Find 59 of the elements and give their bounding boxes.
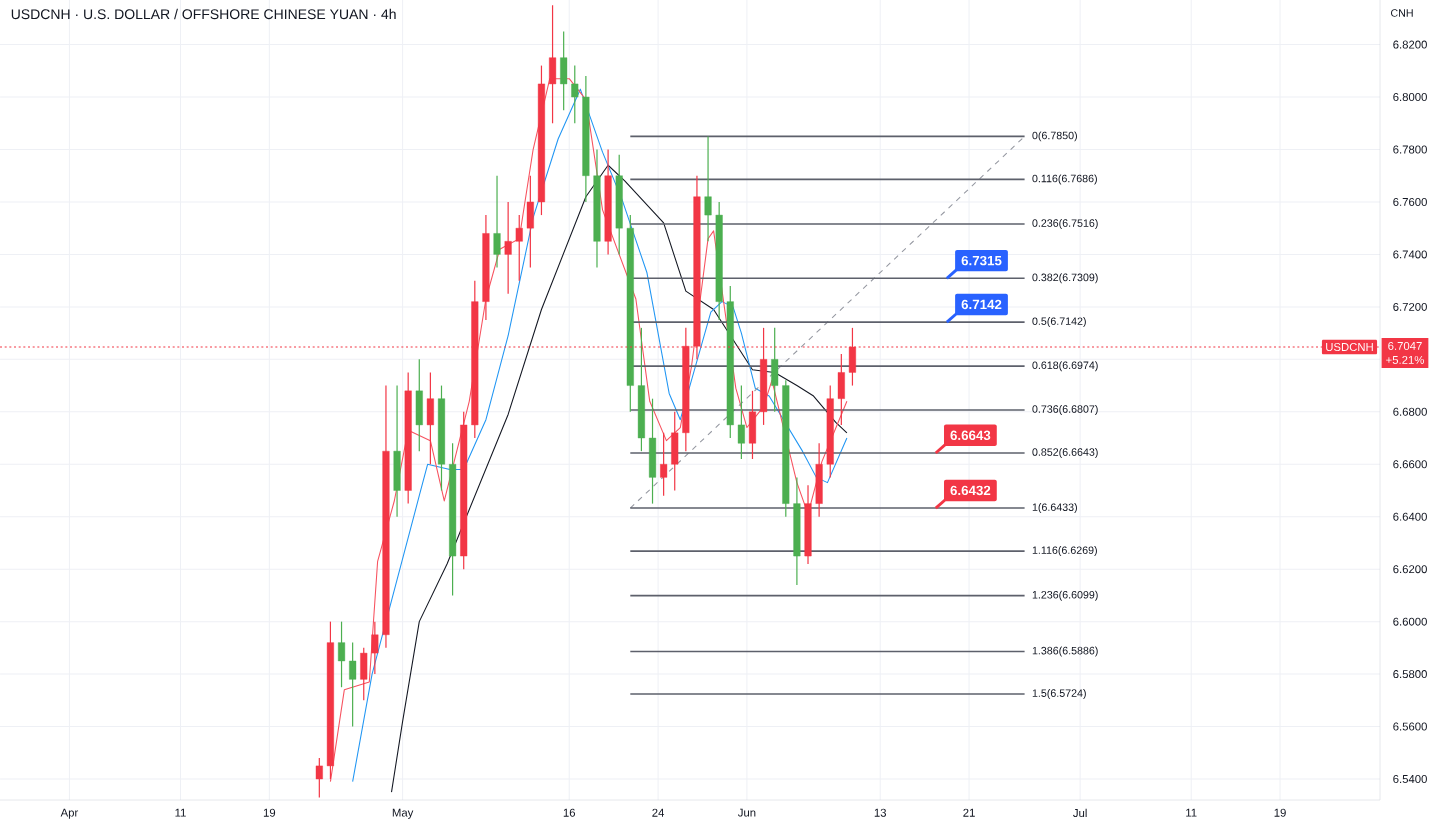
y-tick-label: 6.5800 bbox=[1393, 670, 1427, 679]
x-tick-label: 13 bbox=[874, 808, 887, 817]
series-label: 0.5(6.7142) bbox=[1032, 317, 1086, 328]
text: +5.21% bbox=[1386, 355, 1424, 364]
candlestick bbox=[737, 384, 745, 460]
series-label: 0(6.7850) bbox=[1032, 131, 1077, 142]
x-tick-label: 11 bbox=[175, 808, 186, 817]
candlestick bbox=[660, 432, 668, 497]
annotation: 6.7315 bbox=[961, 255, 1002, 266]
candlestick bbox=[338, 621, 346, 688]
x-tick-label: May bbox=[392, 808, 414, 819]
y-tick-label: 6.5400 bbox=[1393, 775, 1427, 784]
y-tick-label: 6.7600 bbox=[1393, 197, 1427, 206]
y-tick-label: 6.6600 bbox=[1393, 460, 1427, 469]
series-label: 0.852(6.6643) bbox=[1032, 448, 1098, 458]
x-tick-label: 21 bbox=[963, 808, 975, 817]
candlestick bbox=[571, 64, 579, 124]
y-tick-label: 6.6400 bbox=[1393, 512, 1427, 521]
x-tick-label: 16 bbox=[563, 808, 576, 817]
series-label: 0.618(6.6974) bbox=[1032, 361, 1098, 372]
y-tick-label: 6.8000 bbox=[1393, 93, 1427, 102]
annotation: 6.7142 bbox=[961, 299, 1002, 310]
series-label: 0.116(6.7686) bbox=[1032, 174, 1097, 185]
candlestick bbox=[704, 135, 712, 242]
candlestick bbox=[493, 175, 501, 269]
x-tick-label: Apr bbox=[60, 808, 79, 819]
x-tick-label: 11 bbox=[1186, 808, 1197, 817]
y-tick-label: 6.6200 bbox=[1393, 565, 1427, 574]
candlestick bbox=[349, 642, 357, 728]
y-tick-label: 6.5600 bbox=[1393, 722, 1427, 731]
y-tick-label: 6.8200 bbox=[1393, 40, 1427, 49]
x-tick-label: 24 bbox=[652, 808, 665, 817]
ref-line-label: USDCNH bbox=[1326, 343, 1373, 352]
series-label: 1.386(6.5886) bbox=[1032, 646, 1098, 657]
series-label: 0.236(6.7516) bbox=[1032, 219, 1098, 229]
candlestick bbox=[315, 757, 323, 798]
candlestick bbox=[371, 621, 379, 675]
series-label: 1(6.6433) bbox=[1032, 503, 1077, 514]
y-axis-title: CNH bbox=[1391, 9, 1413, 17]
y-tick-label: 6.6800 bbox=[1393, 407, 1427, 416]
series-label: 1.5(6.5724) bbox=[1032, 689, 1086, 700]
x-tick-label: Jun bbox=[737, 808, 756, 817]
text: 6.7047 bbox=[1388, 341, 1422, 350]
y-tick-label: 6.7800 bbox=[1393, 145, 1427, 154]
y-tick-label: 6.7400 bbox=[1393, 250, 1427, 259]
text: USDCNH · U.S. DOLLAR / OFFSHORE CHINESE YUAN · 4h bbox=[11, 8, 396, 20]
series-label: 1.116(6.6269) bbox=[1032, 546, 1097, 557]
annotation: 6.6432 bbox=[950, 485, 991, 496]
series-label: 1.236(6.6099) bbox=[1032, 590, 1098, 601]
y-tick-label: 6.7200 bbox=[1393, 302, 1427, 311]
y-tick-label: 6.6000 bbox=[1393, 617, 1427, 626]
x-tick-label: 19 bbox=[263, 808, 276, 817]
x-tick-label: 19 bbox=[1274, 808, 1286, 817]
annotation: 6.6643 bbox=[950, 430, 991, 441]
x-tick-label: Jul bbox=[1073, 808, 1087, 818]
series-label: 0.736(6.6807) bbox=[1032, 404, 1098, 415]
series-label: 0.382(6.7309) bbox=[1032, 273, 1098, 284]
candlestick bbox=[515, 214, 523, 282]
candlestick bbox=[504, 201, 512, 295]
